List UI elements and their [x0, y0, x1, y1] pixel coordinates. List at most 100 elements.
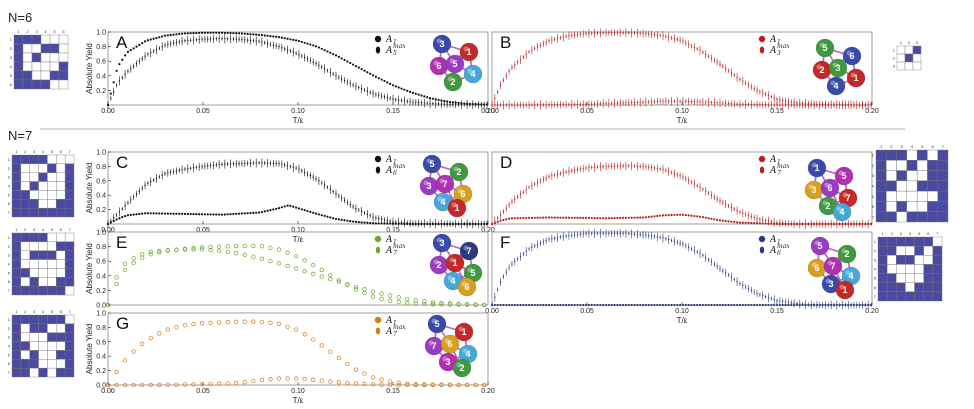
data-point — [650, 303, 653, 307]
data-point — [536, 243, 539, 246]
matrix-cell — [29, 199, 39, 209]
data-point — [251, 243, 256, 249]
data-point — [684, 213, 687, 217]
cluster-ball-highlight — [822, 200, 828, 206]
data-point — [477, 223, 480, 225]
matrix-cell — [11, 199, 22, 209]
cluster-ball-highlight — [456, 362, 462, 368]
data-point — [379, 291, 384, 296]
data-point — [676, 38, 678, 41]
matrix-cell — [875, 149, 887, 161]
data-point — [670, 171, 673, 174]
data-point — [519, 216, 522, 220]
data-point — [295, 206, 298, 209]
data-point — [705, 190, 707, 192]
matrices-group: 1122334455661122331122334455667711223344… — [8, 29, 949, 378]
legend-entry: A — [385, 166, 393, 176]
matrix-cell — [56, 172, 66, 182]
matrix-cell — [916, 211, 928, 223]
data-point — [266, 42, 269, 45]
data-point — [622, 102, 624, 104]
y-tick-label: 1.0 — [96, 30, 106, 37]
matrix-cell — [47, 250, 57, 260]
data-point — [280, 206, 283, 209]
legend-entry: A — [385, 316, 393, 326]
data-point — [169, 33, 172, 37]
data-point — [186, 32, 189, 35]
data-point — [759, 294, 761, 296]
data-point — [781, 222, 784, 226]
matrix-cell — [875, 180, 887, 192]
data-point — [776, 104, 778, 106]
matrix-cell — [22, 52, 33, 63]
data-point — [380, 95, 383, 97]
data-point — [596, 32, 599, 34]
data-point — [616, 232, 619, 235]
matrix-cell — [47, 268, 57, 278]
data-point — [335, 193, 337, 195]
data-point — [200, 31, 204, 34]
data-point — [502, 218, 505, 222]
data-point — [369, 72, 372, 75]
data-point — [591, 232, 593, 235]
data-point — [440, 222, 443, 225]
data-point — [582, 33, 584, 35]
legend-marker — [759, 166, 765, 174]
matrix-cell — [38, 268, 48, 278]
data-point — [588, 166, 590, 169]
data-point — [716, 61, 718, 63]
data-point — [730, 303, 733, 307]
data-point — [502, 275, 505, 278]
data-point — [143, 212, 147, 215]
data-point — [645, 234, 647, 236]
data-point — [269, 43, 272, 46]
cluster-ball-highlight — [457, 188, 463, 194]
data-point — [750, 303, 753, 307]
data-point — [126, 50, 130, 53]
data-point — [602, 217, 605, 220]
data-point — [554, 237, 556, 239]
y-tick-label: 0.2 — [96, 288, 106, 295]
data-point — [687, 179, 690, 182]
matrix-cell — [937, 190, 949, 202]
data-point — [260, 210, 263, 214]
matrix-col-index: 6 — [931, 144, 934, 149]
legend-subscript: 7 — [393, 331, 397, 338]
data-point — [505, 303, 508, 307]
data-point — [182, 246, 188, 251]
data-point — [670, 303, 673, 307]
data-point — [753, 291, 755, 293]
matrix-cell — [38, 323, 48, 333]
data-point — [653, 167, 656, 169]
cluster-ball — [457, 277, 477, 297]
data-point — [591, 32, 593, 34]
matrix-row-index: 3 — [8, 175, 11, 180]
data-point — [502, 104, 505, 106]
data-point — [131, 349, 136, 354]
data-point — [867, 303, 870, 307]
matrix-cell — [886, 282, 897, 293]
data-point — [579, 168, 582, 170]
legend-subscript: 6 — [777, 250, 781, 257]
data-point — [793, 302, 795, 304]
data-point — [698, 215, 702, 218]
data-point — [166, 212, 169, 215]
matrix-cell — [47, 232, 57, 243]
data-point — [799, 104, 801, 106]
data-point — [234, 243, 239, 249]
data-point — [377, 222, 380, 225]
data-point — [608, 32, 610, 34]
data-point — [412, 222, 414, 224]
cluster-ball-label: 2 — [844, 249, 849, 259]
data-point — [636, 101, 639, 104]
data-point — [676, 213, 679, 216]
data-point — [341, 197, 343, 199]
data-point — [215, 31, 218, 34]
data-point — [198, 213, 201, 216]
data-point — [443, 222, 445, 225]
data-point — [293, 266, 299, 271]
matrix-cell — [923, 291, 934, 302]
data-point — [286, 165, 289, 167]
data-point — [727, 102, 730, 105]
data-point — [801, 104, 804, 106]
